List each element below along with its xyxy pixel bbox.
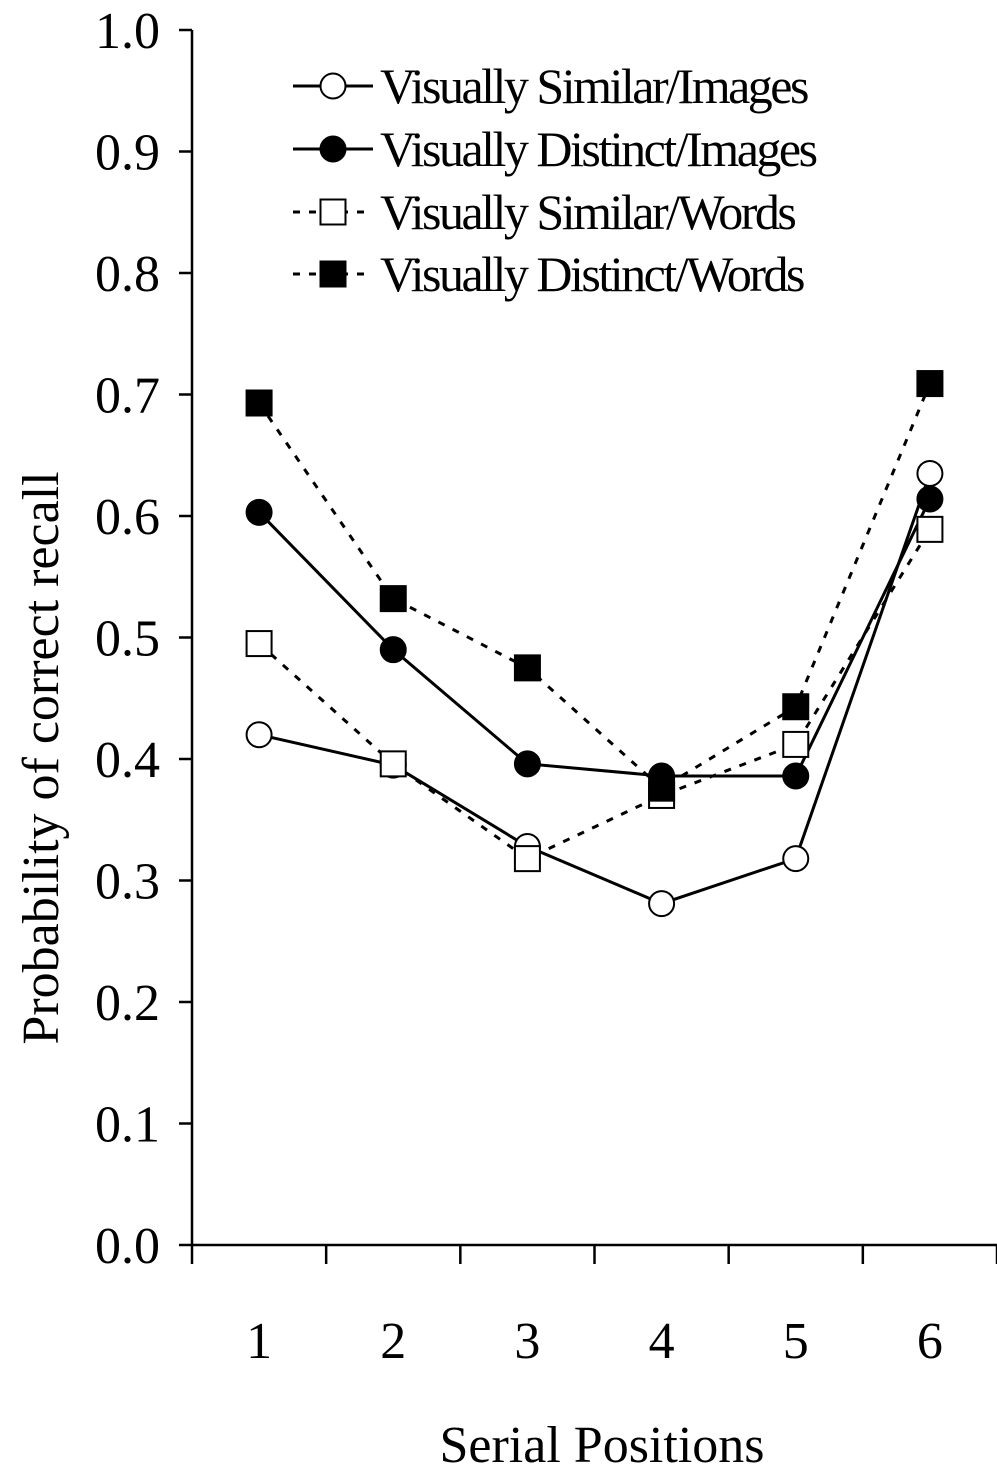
data-point (782, 730, 810, 758)
legend-marker (319, 72, 347, 100)
y-tick-label: 0.6 (95, 489, 160, 546)
y-tick-label: 0.2 (95, 975, 160, 1032)
series-3 (245, 515, 944, 873)
legend: Visually Similar/Images Visually Distinct… (293, 58, 819, 302)
legend-item: Visually Distinct/Images (293, 121, 819, 177)
series-line (258, 528, 932, 861)
x-axis-label: Serial Positions (439, 1417, 764, 1472)
data-point (916, 459, 944, 487)
y-tick-label: 0.5 (95, 611, 160, 668)
data-point (245, 389, 273, 417)
y-axis-ticks: 0.0 0.1 0.2 0.3 0.4 0.5 0.6 0.7 0.8 0.9 1.0 (95, 3, 192, 1275)
data-point (782, 693, 810, 721)
y-tick-label: 0.8 (95, 246, 160, 303)
data-point (648, 890, 676, 918)
x-tick-label: 2 (380, 1313, 406, 1370)
legend-label: Visually Distinct/Images (380, 121, 817, 177)
series-line (258, 472, 932, 906)
y-tick-label: 0.3 (95, 854, 160, 911)
legend-label: Visually Similar/Images (380, 58, 808, 114)
y-tick-label: 0.1 (95, 1097, 160, 1154)
y-tick-label: 1.0 (95, 3, 160, 60)
series-line (257, 382, 932, 791)
data-point (648, 774, 676, 802)
legend-marker (319, 135, 347, 163)
series-line (258, 498, 932, 778)
data-point (379, 585, 407, 613)
legend-item: Visually Distinct/Words (293, 246, 806, 302)
data-point (513, 845, 541, 873)
legend-label: Visually Distinct/Words (380, 246, 804, 302)
series-2 (245, 485, 944, 790)
y-tick-label: 0.4 (95, 732, 160, 789)
x-tick-label: 1 (246, 1313, 272, 1370)
data-point (782, 762, 810, 790)
data-point (245, 721, 273, 749)
y-tick-label: 0.9 (95, 125, 160, 182)
data-point (245, 498, 273, 526)
y-axis-label: Probability of correct recall (13, 471, 70, 1044)
data-point (782, 845, 810, 873)
x-tick-label: 6 (917, 1313, 943, 1370)
data-point (513, 654, 541, 682)
series-4 (245, 370, 944, 802)
legend-label: Visually Similar/Words (380, 184, 795, 240)
data-point (379, 636, 407, 664)
data-point (916, 515, 944, 543)
legend-marker (319, 198, 347, 226)
y-tick-label: 0.7 (95, 368, 160, 425)
x-axis-ticks: 1 2 3 4 5 6 (190, 1245, 997, 1370)
data-point (916, 370, 944, 398)
x-tick-label: 5 (783, 1313, 809, 1370)
legend-marker (319, 260, 347, 288)
series-group (245, 370, 944, 918)
data-point (513, 750, 541, 778)
y-tick-label: 0.0 (95, 1218, 160, 1275)
legend-item: Visually Similar/Words (293, 184, 798, 240)
data-point (916, 485, 944, 513)
data-point (379, 750, 407, 778)
x-tick-label: 3 (514, 1313, 540, 1370)
legend-item: Visually Similar/Images (293, 58, 810, 114)
x-tick-label: 4 (649, 1313, 675, 1370)
data-point (245, 630, 273, 658)
